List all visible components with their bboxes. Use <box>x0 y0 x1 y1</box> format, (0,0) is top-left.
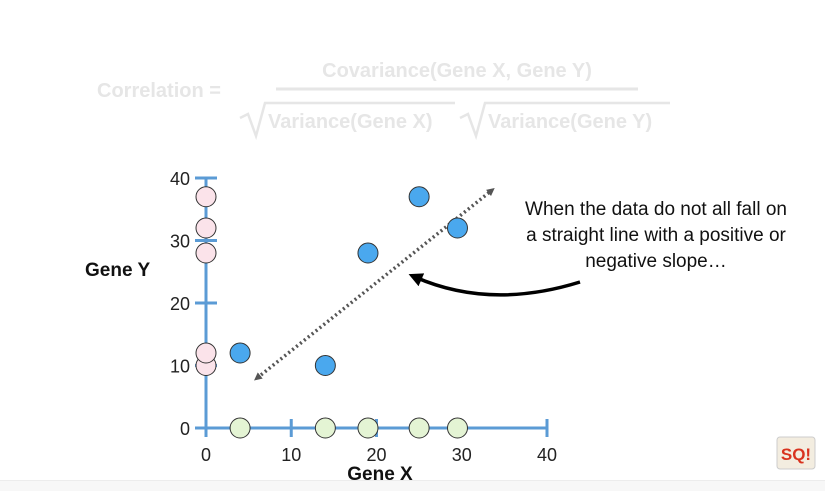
y-tick-label: 10 <box>170 357 190 377</box>
formula-numerator: Covariance(Gene X, Gene Y) <box>322 60 592 82</box>
data-point <box>229 342 251 364</box>
data-point <box>314 355 336 376</box>
y-tick-label: 20 <box>170 294 190 314</box>
y-tick-label: 0 <box>180 419 190 439</box>
data-points <box>229 186 468 376</box>
annotation-arrow-icon <box>408 273 581 297</box>
x-projection-point <box>357 417 379 439</box>
x-projection-point <box>229 417 251 439</box>
y-axis-ticks: 0 10 20 30 40 <box>170 169 217 439</box>
y-projection-point <box>195 242 217 264</box>
statquest-logo-icon: SQ! <box>776 436 816 470</box>
formula-denominator-right: Variance(Gene Y) <box>488 111 652 133</box>
x-projection-points <box>229 417 468 439</box>
x-tick-label: 20 <box>366 445 386 465</box>
y-projection-point <box>195 186 217 208</box>
x-projection-point <box>314 417 336 439</box>
formula-lhs: Correlation = <box>97 80 221 102</box>
y-axis-title: Gene Y <box>85 260 150 281</box>
formula-denominator-left: Variance(Gene X) <box>268 111 433 133</box>
x-tick-label: 10 <box>281 445 301 465</box>
x-tick-label: 30 <box>452 445 472 465</box>
data-point <box>408 186 430 208</box>
data-point <box>446 217 468 239</box>
x-tick-label: 0 <box>201 445 211 465</box>
x-tick-label: 40 <box>537 445 557 465</box>
sqrt-left-icon <box>239 101 455 141</box>
x-axis-ticks: 0 10 20 30 40 <box>201 419 557 465</box>
x-projection-point <box>408 417 430 439</box>
annotation: When the data do not all fall on a strai… <box>408 199 787 297</box>
x-projection-point <box>446 417 468 439</box>
data-point <box>357 242 379 264</box>
y-tick-label: 40 <box>170 169 190 189</box>
sqrt-right-icon <box>459 101 670 141</box>
y-projection-point <box>195 217 217 239</box>
y-projection-points <box>195 186 217 376</box>
annotation-line-3: negative slope… <box>585 251 727 272</box>
y-tick-label: 30 <box>170 232 190 252</box>
logo-text: SQ! <box>781 445 811 464</box>
correlation-formula: Correlation = Covariance(Gene X, Gene Y)… <box>97 60 670 141</box>
annotation-line-2: a straight line with a positive or <box>526 225 786 246</box>
annotation-line-1: When the data do not all fall on <box>525 199 787 220</box>
y-projection-point <box>195 342 217 364</box>
bottom-strip <box>0 480 825 491</box>
chart-axes <box>204 178 547 430</box>
x-axis-title: Gene X <box>347 464 413 485</box>
